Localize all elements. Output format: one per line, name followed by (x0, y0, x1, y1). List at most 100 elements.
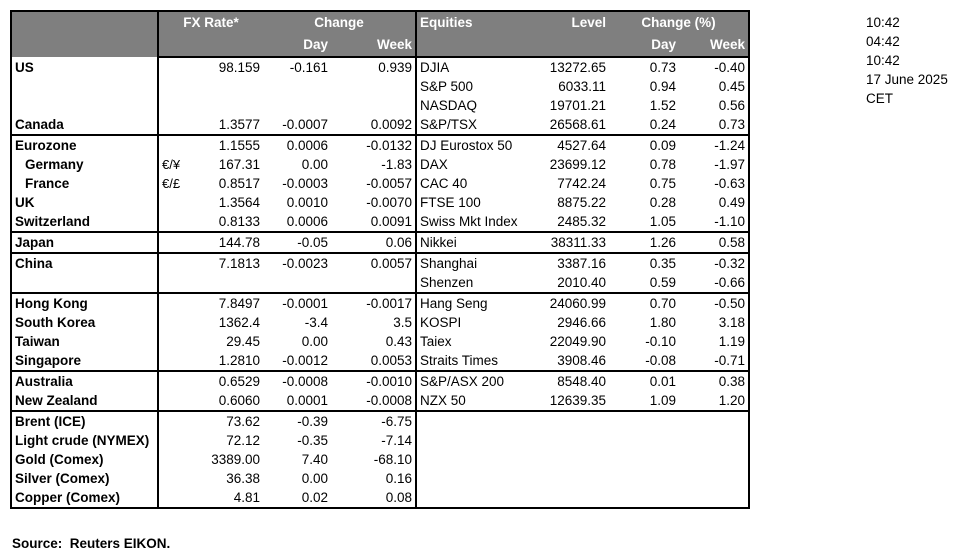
fx-pair-label (158, 391, 188, 411)
fx-row-label: Switzerland (11, 212, 159, 232)
fx-row-label: US (11, 57, 159, 77)
equity-change-pct-column-header: Change (%) (609, 11, 750, 34)
equity-day-change: 0.35 (609, 252, 680, 273)
equity-day-change: 0.94 (649, 79, 677, 94)
equity-day-change (609, 450, 679, 469)
equity-day-change (609, 469, 679, 488)
table-row: Germany €/¥ 167.31 0.00 -1.83 DAX 23699.12 0.78… (11, 155, 749, 174)
table-row: New Zealand 0.6060 0.0001 -0.0008 NZX 50 1263… (11, 391, 749, 411)
fx-rate-value: 167.31 (218, 157, 260, 172)
table-row: Shenzen 2010.40 0.59 -0.66 (11, 273, 749, 293)
equity-week-change (679, 431, 749, 450)
fx-pair-label (158, 77, 188, 96)
equity-name: CAC 40 (420, 176, 468, 191)
equity-day-change: 0.70 (609, 292, 680, 313)
fx-day-change (263, 96, 331, 115)
fx-week-change (331, 77, 418, 96)
timestamp-line: 04:42 (866, 34, 900, 49)
fx-rate-value: 1.2810 (218, 353, 260, 368)
equity-level: 3908.46 (557, 353, 607, 368)
equity-level: 7742.24 (557, 176, 607, 191)
table-row: S&P 500 6033.11 0.94 0.45 (11, 77, 749, 96)
fx-week-change: -7.14 (331, 431, 418, 450)
fx-day-change: -0.161 (289, 60, 328, 75)
fx-row-label: Brent (ICE) (11, 410, 159, 431)
fx-row-label: Singapore (11, 351, 159, 371)
fx-week-subheader: Week (331, 34, 418, 58)
fx-rate-value: 72.12 (226, 433, 260, 448)
fx-row-label: Japan (11, 231, 159, 253)
equities-column-header: Equities (416, 11, 542, 34)
equity-week-change: -1.10 (714, 214, 746, 229)
equity-level: 3387.16 (541, 252, 610, 273)
fx-rate-value: 3389.00 (211, 452, 260, 467)
equity-week-change: 0.58 (679, 231, 750, 253)
table-row: France €/£ 0.8517 -0.0003 -0.0057 CAC 40 7742.… (11, 174, 749, 193)
fx-pair-label: €/£ (162, 176, 181, 191)
fx-day-change (263, 77, 331, 96)
equity-name (416, 450, 541, 469)
fx-week-change: -0.0070 (331, 193, 418, 212)
equity-name: Straits Times (420, 353, 499, 368)
equity-week-change: 1.19 (718, 334, 746, 349)
equity-name: NZX 50 (420, 393, 466, 408)
fx-week-change: 0.0091 (331, 212, 418, 232)
equity-day-subheader: Day (609, 34, 680, 58)
fx-row-label: UK (11, 193, 159, 212)
equity-level: 8875.22 (557, 195, 607, 210)
fx-week-change: 0.939 (331, 57, 418, 77)
table-row: US 98.159 -0.161 0.939 DJIA 13272.65 0.73 -0.40 (11, 57, 749, 77)
equity-week-change: 0.45 (718, 79, 746, 94)
fx-week-change: 0.0092 (331, 115, 418, 135)
equity-day-change: -0.08 (645, 353, 677, 368)
equity-level: 23699.12 (549, 157, 607, 172)
fx-row-label: Canada (11, 115, 159, 135)
blank-header-cell (158, 34, 263, 58)
equity-week-change (679, 450, 749, 469)
fx-rate-value: 29.45 (226, 334, 260, 349)
fx-pair-label (158, 57, 188, 77)
fx-row-label: South Korea (11, 313, 159, 332)
equity-level (541, 450, 609, 469)
fx-day-change: 0.00 (301, 334, 328, 349)
timestamp-line: 10:42 (866, 53, 900, 68)
fx-day-change: -0.0023 (263, 252, 331, 273)
fx-rate-value: 0.6529 (188, 370, 263, 391)
table-row: Singapore 1.2810 -0.0012 0.0053 Straits Time… (11, 351, 749, 371)
fx-pair-label (158, 351, 188, 371)
fx-day-change: 7.40 (301, 452, 328, 467)
fx-rate-value: 1.1555 (188, 134, 263, 155)
fx-pair-label (158, 231, 188, 253)
fx-day-change: 0.0010 (286, 195, 328, 210)
table-row: China 7.1813 -0.0023 0.0057 Shanghai 3387.16 0… (11, 252, 750, 273)
fx-row-label: New Zealand (11, 391, 159, 411)
timestamps: 10:42 04:42 10:42 17 June 2025 CET (866, 13, 948, 108)
equity-week-change: -0.40 (714, 60, 746, 75)
fx-week-change: -1.83 (331, 155, 418, 174)
equity-day-change: 1.52 (649, 98, 677, 113)
fx-week-change: 0.16 (331, 469, 418, 488)
blank-header-cell (416, 34, 542, 58)
equity-day-change: 0.01 (609, 370, 680, 391)
equity-level (541, 469, 609, 488)
fx-day-change: -0.0012 (282, 353, 328, 368)
table-row: Copper (Comex) 4.81 0.02 0.08 (11, 488, 749, 508)
fx-row-label: Silver (Comex) (11, 469, 159, 488)
table-row: Silver (Comex) 36.38 0.00 0.16 (11, 469, 749, 488)
fx-pair-label (158, 370, 188, 391)
equity-name: S&P/TSX (420, 117, 478, 132)
fx-rate-column-header: FX Rate* (158, 11, 263, 34)
equity-name: DAX (420, 157, 448, 172)
fx-pair-label (158, 410, 188, 431)
fx-week-change: 3.5 (331, 313, 418, 332)
fx-rate-value: 4.81 (233, 490, 260, 505)
equity-day-change: 1.26 (609, 231, 680, 253)
equity-name: Taiex (420, 334, 452, 349)
fx-row-label: Light crude (NYMEX) (11, 431, 159, 450)
fx-row-label: Germany (11, 155, 159, 174)
fx-pair-label (158, 313, 188, 332)
timezone-label: CET (866, 91, 893, 106)
equity-level: 38311.33 (541, 231, 610, 253)
equity-name: Hang Seng (416, 292, 542, 313)
